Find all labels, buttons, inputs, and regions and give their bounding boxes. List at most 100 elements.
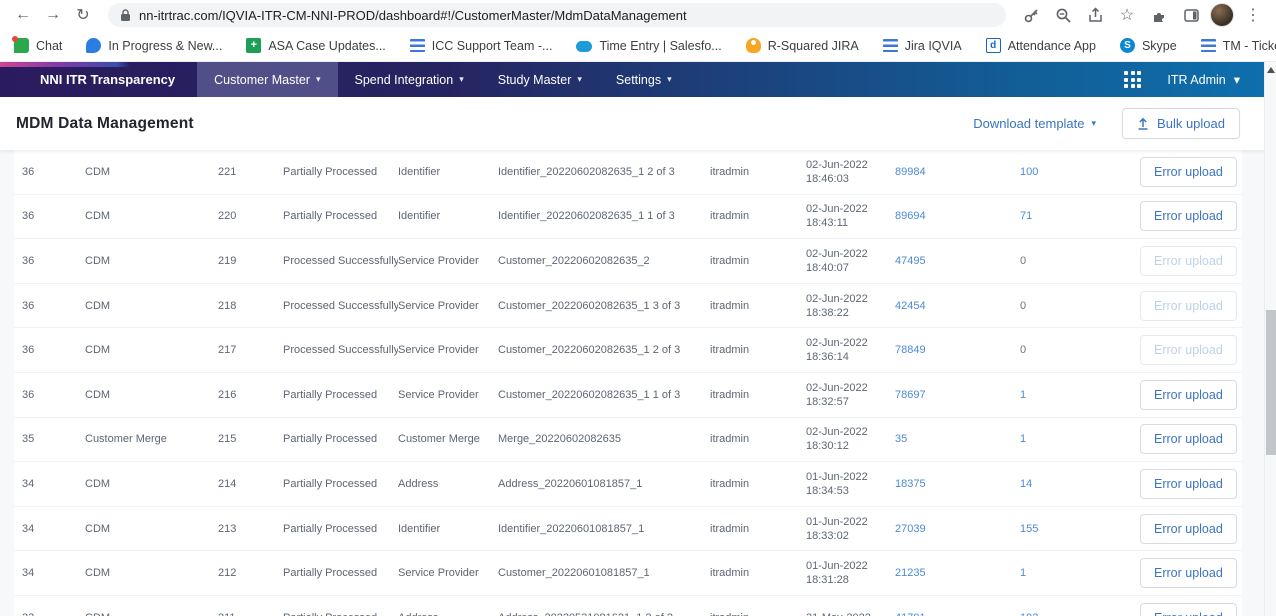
uploaded-by: itradmin (710, 299, 750, 312)
error-upload-button[interactable]: Error upload (1140, 513, 1237, 544)
status-text: Partially Processed (283, 433, 378, 446)
app-brand: NNI ITR Transparency (40, 72, 176, 87)
nav-menu-item[interactable]: Settings ▾ (615, 72, 672, 87)
profile-avatar[interactable] (1210, 3, 1234, 27)
bookmark-item[interactable]: TM - Ticket Prioritiz... (1200, 39, 1276, 53)
upload-date: 31-May-2022 (806, 611, 895, 616)
error-upload-button[interactable]: Error upload (1140, 602, 1237, 616)
file-name: Customer_20220602082635_1 1 of 3 (498, 388, 681, 401)
upload-type: CDM (85, 210, 111, 223)
bookmark-item[interactable]: Chat (12, 36, 62, 53)
error-count-link[interactable]: 1 (1020, 567, 1027, 580)
upload-id: 219 (218, 254, 237, 267)
side-panel-icon[interactable] (1178, 2, 1204, 28)
records-count-link[interactable]: 89984 (895, 165, 926, 178)
upload-date: 02-Jun-2022 (806, 337, 868, 350)
error-upload-button[interactable]: Error upload (1140, 379, 1237, 410)
upload-icon (1138, 117, 1148, 130)
status-text: Partially Processed (283, 522, 378, 535)
error-upload-button[interactable]: Error upload (1140, 558, 1237, 589)
error-count-link[interactable]: 71 (1020, 210, 1033, 223)
page-header: MDM Data Management Download template ▾ … (0, 97, 1276, 150)
user-menu[interactable]: ITR Admin ▾ (1167, 72, 1240, 88)
uploaded-by: itradmin (710, 522, 750, 535)
records-count-link[interactable]: 89694 (895, 210, 926, 223)
file-name: Customer_20220602082635_1 3 of 3 (498, 299, 681, 312)
upload-datetime: 02-Jun-2022 18:38:22 (806, 292, 895, 320)
bookmark-item[interactable]: ASA Case Updates... (246, 38, 386, 53)
reload-icon[interactable]: ↻ (76, 7, 90, 24)
bulk-upload-button[interactable]: Bulk upload (1122, 108, 1240, 139)
records-count-link[interactable]: 41791 (895, 612, 1020, 616)
upload-time: 18:32:57 (806, 395, 849, 408)
status-text: Partially Processed (283, 477, 378, 490)
records-count-link[interactable]: 21235 (895, 567, 926, 580)
upload-time: 18:38:22 (806, 306, 849, 319)
upload-type: CDM (85, 344, 111, 357)
extensions-puzzle-icon[interactable] (1146, 2, 1172, 28)
back-icon[interactable]: ← (15, 6, 31, 23)
error-count-link[interactable]: 14 (1020, 477, 1033, 490)
content-area: 36 CDM 221 Partially Processed Identifie… (0, 150, 1276, 616)
error-upload-button[interactable]: Error upload (1140, 156, 1237, 187)
nav-menu-item[interactable]: Study Master ▾ (497, 72, 582, 87)
bookmark-item[interactable]: Jira IQVIA (882, 39, 962, 53)
chevron-down-icon: ▾ (667, 74, 672, 84)
table-row: 34 CDM 214 Partially Processed Address A… (14, 462, 1242, 507)
address-bar[interactable]: nn-itrtrac.com/IQVIA-ITR-CM-NNI-PROD/das… (108, 3, 1006, 27)
bookmark-item[interactable]: R-Squared JIRA (745, 38, 859, 53)
chevron-down-icon: ▾ (315, 74, 321, 84)
bookmark-item[interactable]: Skype (1119, 38, 1177, 53)
category: Address (398, 477, 439, 490)
bookmark-star-icon[interactable]: ☆ (1119, 7, 1135, 24)
category: Customer Merge (398, 433, 480, 446)
uploaded-by: itradmin (710, 477, 750, 490)
error-upload-button: Error upload (1140, 335, 1237, 366)
forward-icon[interactable]: → (45, 6, 61, 23)
nav-menu-item[interactable]: Customer Master ▾ (197, 62, 338, 97)
batch-number: 36 (22, 165, 35, 178)
password-key-icon[interactable] (1018, 2, 1044, 28)
scroll-up-arrow-icon[interactable] (1267, 67, 1275, 73)
status-text: Partially Processed (283, 388, 378, 401)
error-count-link[interactable]: 100 (1020, 165, 1039, 178)
upload-date: 02-Jun-2022 (806, 381, 868, 394)
browser-menu-icon[interactable]: ⋮ (1245, 7, 1261, 24)
bookmark-item[interactable]: ICC Support Team -... (409, 39, 552, 53)
error-upload-button[interactable]: Error upload (1140, 468, 1237, 499)
share-icon[interactable] (1082, 2, 1108, 28)
batch-number: 34 (22, 477, 35, 490)
category: Service Provider (398, 567, 479, 580)
scrollbar-thumb[interactable] (1266, 310, 1276, 455)
upload-datetime: 02-Jun-2022 18:30:12 (806, 425, 895, 453)
records-count-link[interactable]: 42454 (895, 299, 926, 312)
error-count-link[interactable]: 1 (1020, 433, 1027, 446)
zoom-icon[interactable] (1050, 2, 1076, 28)
category: Service Provider (398, 388, 479, 401)
upload-date: 02-Jun-2022 (806, 203, 868, 216)
app-grid-icon[interactable] (1124, 71, 1142, 88)
bookmark-item[interactable]: Attendance App (985, 38, 1096, 53)
bookmark-item[interactable]: In Progress & New... (86, 38, 222, 53)
download-template-dropdown[interactable]: Download template ▾ (973, 116, 1097, 131)
chat-flag-icon (12, 36, 29, 53)
records-count-link[interactable]: 18375 (895, 477, 926, 490)
upload-datetime: 02-Jun-2022 18:46:03 (806, 158, 895, 186)
records-count-link[interactable]: 78849 (895, 344, 926, 357)
records-count-link[interactable]: 47495 (895, 254, 926, 267)
table-row: 36 CDM 220 Partially Processed Identifie… (14, 194, 1242, 240)
error-count-link[interactable]: 192 (1020, 612, 1140, 616)
records-count-link[interactable]: 78697 (895, 388, 926, 401)
error-upload-button[interactable]: Error upload (1140, 424, 1237, 455)
records-count-link[interactable]: 35 (895, 433, 908, 446)
error-upload-button[interactable]: Error upload (1140, 201, 1237, 232)
nav-menu-item[interactable]: Spend Integration ▾ (354, 72, 464, 87)
records-count-link[interactable]: 27039 (895, 522, 926, 535)
upload-type: CDM (85, 612, 218, 616)
page-scrollbar[interactable] (1264, 62, 1276, 616)
category: Address (398, 612, 498, 616)
error-count-link[interactable]: 1 (1020, 388, 1027, 401)
bookmark-item[interactable]: Time Entry | Salesfo... (576, 39, 722, 53)
upload-id: 214 (218, 477, 237, 490)
error-count-link[interactable]: 155 (1020, 522, 1039, 535)
